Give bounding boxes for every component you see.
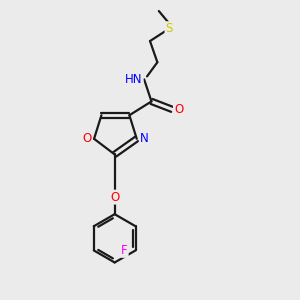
Text: F: F (121, 244, 128, 257)
Text: HN: HN (125, 73, 142, 86)
Text: O: O (174, 103, 183, 116)
Text: N: N (140, 132, 148, 145)
Text: O: O (110, 190, 119, 204)
Text: S: S (166, 22, 173, 35)
Text: O: O (82, 132, 91, 145)
